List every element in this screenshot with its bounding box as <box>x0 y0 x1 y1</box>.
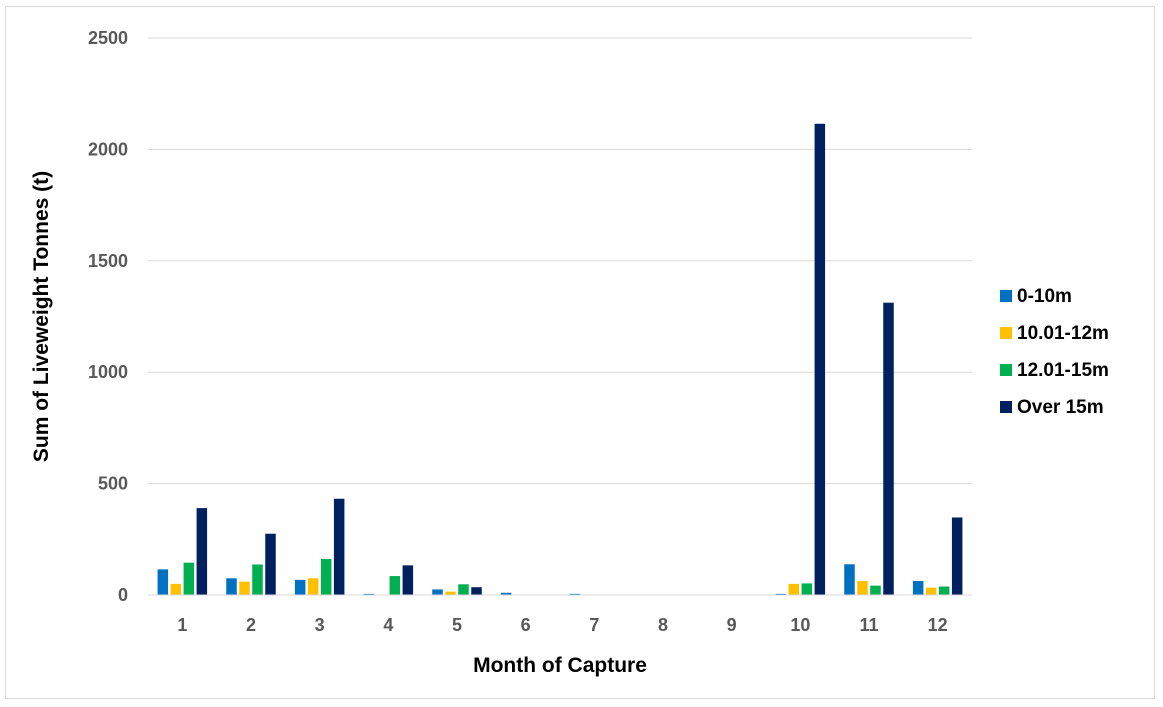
bar-over-15m <box>471 587 482 595</box>
legend-swatch <box>1000 401 1012 413</box>
x-tick-label: 6 <box>521 615 531 635</box>
bar-10-01-12m <box>857 580 868 595</box>
legend-label: 0-10m <box>1017 286 1072 307</box>
bar-12-01-15m <box>252 564 263 595</box>
bar-12-01-15m <box>389 576 401 595</box>
gridlines <box>148 37 972 485</box>
x-tick-label: 9 <box>727 615 737 635</box>
y-axis-title: Sum of Liveweight Tonnes (t) <box>30 171 53 462</box>
bar-10-01-12m <box>239 581 250 595</box>
bar-0-10m <box>569 593 581 595</box>
y-tick-label: 2500 <box>88 28 128 48</box>
y-tick-label: 1500 <box>88 251 128 271</box>
bar-over-15m <box>883 302 894 595</box>
bar-10-01-12m <box>170 583 182 595</box>
bar-10-01-12m <box>925 587 937 595</box>
x-tick-label: 10 <box>790 615 810 635</box>
legend-swatch <box>1000 290 1012 302</box>
bar-0-10m <box>157 569 169 595</box>
legend-label: 10.01-12m <box>1017 323 1109 344</box>
bar-0-10m <box>500 592 512 595</box>
bars <box>157 123 963 595</box>
bar-over-15m <box>196 508 208 595</box>
y-tick-label: 1000 <box>88 362 128 382</box>
bar-12-01-15m <box>870 585 881 595</box>
bar-10-01-12m <box>307 578 319 595</box>
legend-swatch <box>1000 364 1012 376</box>
x-tick-label: 1 <box>177 615 187 635</box>
bar-0-10m <box>294 579 306 595</box>
x-tick-label: 3 <box>315 615 325 635</box>
bar-over-15m <box>402 565 414 595</box>
bar-12-01-15m <box>183 562 195 595</box>
bar-12-01-15m <box>938 586 950 595</box>
bar-over-15m <box>951 517 963 595</box>
legend-swatch <box>1000 327 1012 339</box>
x-tick-label: 7 <box>589 615 599 635</box>
legend: 0-10m 10.01-12m 12.01-15m Over 15m <box>1000 286 1109 418</box>
bar-0-10m <box>912 580 924 595</box>
x-tick-label: 8 <box>658 615 668 635</box>
bar-over-15m <box>333 498 345 595</box>
x-tick-label: 2 <box>246 615 256 635</box>
y-tick-label: 2000 <box>88 139 128 159</box>
x-axis-title: Month of Capture <box>473 654 647 677</box>
bar-over-15m <box>265 533 276 595</box>
legend-label: 12.01-15m <box>1017 360 1109 381</box>
bar-10-01-12m <box>788 583 800 595</box>
y-tick-labels: 0 500 1000 1500 2000 2500 <box>88 28 128 605</box>
x-tick-label: 4 <box>383 615 393 635</box>
bar-10-01-12m <box>445 591 456 595</box>
bar-over-15m <box>814 123 826 595</box>
bar-0-10m <box>775 593 787 595</box>
bar-0-10m <box>432 589 443 595</box>
bar-0-10m <box>226 578 237 595</box>
bar-12-01-15m <box>320 558 332 595</box>
y-tick-label: 500 <box>98 474 128 494</box>
x-tick-label: 5 <box>452 615 462 635</box>
x-tick-labels: 1 2 3 4 5 6 7 8 9 10 11 12 <box>177 615 947 635</box>
bar-12-01-15m <box>801 583 813 595</box>
bar-0-10m <box>844 564 855 595</box>
bar-12-01-15m <box>458 584 469 595</box>
x-tick-label: 12 <box>928 615 948 635</box>
legend-label: Over 15m <box>1017 397 1104 418</box>
y-tick-label: 0 <box>118 585 128 605</box>
x-tick-label: 11 <box>859 615 878 635</box>
bar-0-10m <box>363 593 375 595</box>
